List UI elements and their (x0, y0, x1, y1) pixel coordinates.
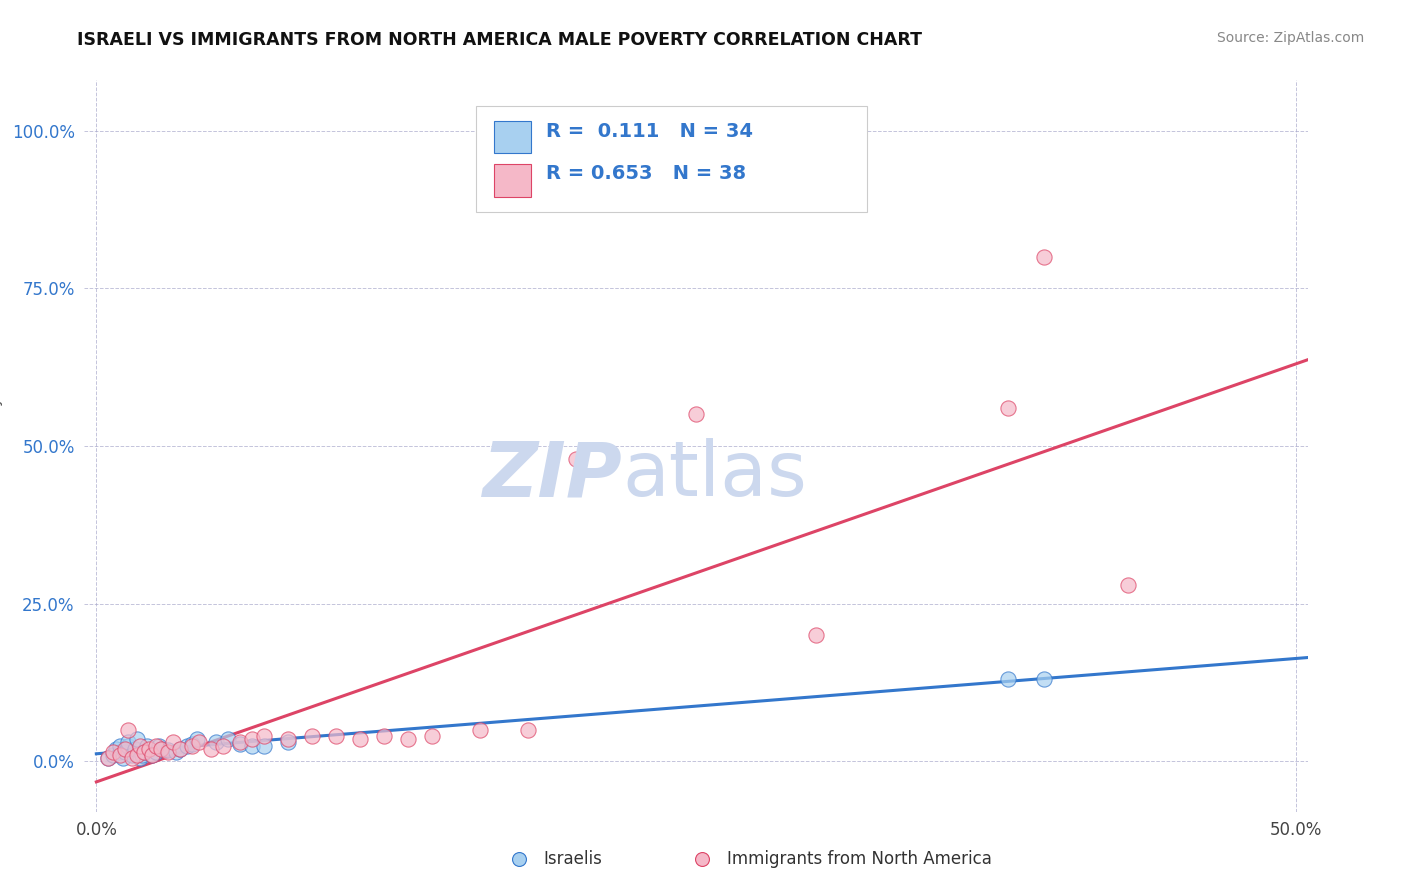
Point (114, 745, 136, 759)
Point (229, 737, 252, 751)
Point (176, 739, 198, 753)
Point (117, 739, 139, 753)
Point (101, 745, 124, 759)
Point (117, 735, 139, 749)
Point (97, 751, 120, 765)
Text: ISRAELI VS IMMIGRANTS FROM NORTH AMERICA MALE POVERTY CORRELATION CHART: ISRAELI VS IMMIGRANTS FROM NORTH AMERICA… (77, 31, 922, 49)
Point (138, 741, 160, 756)
FancyBboxPatch shape (475, 106, 868, 212)
Point (936, 795, 959, 809)
Point (1116, 578, 1139, 592)
Point (420, 729, 443, 743)
Point (181, 739, 204, 753)
Point (128, 739, 150, 753)
Point (157, 745, 180, 759)
Bar (494, 120, 531, 153)
Point (188, 735, 211, 749)
Text: Immigrants from North America: Immigrants from North America (727, 850, 991, 868)
Point (212, 739, 235, 753)
Point (127, 732, 149, 747)
Point (97, 751, 120, 765)
Point (253, 739, 276, 753)
Y-axis label: Male Poverty: Male Poverty (0, 396, 3, 496)
Point (145, 745, 167, 759)
Point (150, 741, 173, 756)
Bar (494, 164, 531, 197)
Text: atlas: atlas (623, 438, 807, 512)
Point (134, 745, 156, 759)
Point (114, 741, 136, 756)
Point (240, 739, 263, 753)
Point (101, 747, 124, 762)
Point (145, 739, 167, 753)
Point (997, 401, 1019, 416)
Point (162, 735, 184, 749)
Point (997, 673, 1019, 687)
Point (169, 741, 191, 756)
Point (396, 732, 419, 747)
Point (117, 723, 139, 737)
Point (205, 735, 228, 749)
Text: Source: ZipAtlas.com: Source: ZipAtlas.com (1216, 31, 1364, 45)
Point (253, 729, 276, 743)
Point (517, 723, 540, 737)
Text: R = 0.653   N = 38: R = 0.653 N = 38 (546, 164, 745, 184)
Point (217, 732, 239, 747)
Point (127, 747, 149, 762)
Point (104, 741, 127, 756)
Point (148, 739, 170, 753)
Point (141, 747, 163, 762)
Point (186, 732, 208, 747)
Point (277, 735, 299, 749)
Text: R =  0.111   N = 34: R = 0.111 N = 34 (546, 122, 752, 141)
Point (131, 747, 153, 762)
Text: ZIP: ZIP (482, 438, 623, 512)
Point (181, 737, 204, 751)
Point (301, 729, 323, 743)
Point (804, 628, 827, 642)
Point (124, 741, 146, 756)
Point (134, 745, 156, 759)
Point (325, 729, 347, 743)
Point (277, 732, 299, 747)
Point (128, 751, 150, 765)
Point (110, 747, 132, 762)
Point (200, 741, 222, 756)
Point (110, 745, 132, 759)
Point (121, 747, 143, 762)
Point (111, 751, 134, 765)
Point (685, 408, 707, 422)
Point (349, 732, 371, 747)
Point (121, 751, 143, 765)
Point (1032, 673, 1054, 687)
Point (1296, 795, 1319, 809)
Point (135, 739, 157, 753)
Point (565, 451, 588, 466)
Point (165, 745, 187, 759)
Point (141, 747, 163, 762)
Point (468, 723, 491, 737)
Point (157, 743, 180, 757)
Point (240, 732, 263, 747)
Text: Israelis: Israelis (543, 850, 602, 868)
Point (110, 739, 132, 753)
Point (169, 741, 191, 756)
Point (229, 735, 252, 749)
Point (1032, 250, 1054, 264)
Point (150, 741, 173, 756)
Point (373, 729, 395, 743)
